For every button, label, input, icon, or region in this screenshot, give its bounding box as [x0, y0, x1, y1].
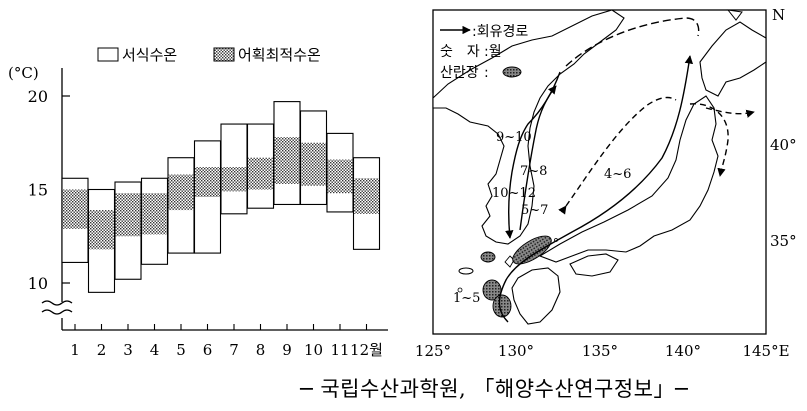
y-ticks: 10 15 20: [28, 87, 70, 293]
optimal-bar-3: [115, 193, 141, 237]
optimal-bar-11: [327, 159, 353, 194]
route-label-1-5: 1~5: [453, 291, 480, 306]
jeju-island: [458, 267, 474, 275]
x-tick-label-11: 11: [330, 341, 349, 359]
optimal-bar-5: [168, 174, 194, 211]
x-tick-label-2: 2: [97, 341, 107, 359]
migration-routes: [498, 17, 755, 323]
temperature-chart: 서식수온 어획최적수온 (°C) 10 15 20 1 2 3 4 5 6 7 8 9 10 11 12월: [8, 46, 388, 359]
bars: [61, 101, 381, 293]
route-label-10-12: 10~12: [492, 186, 536, 201]
route-label-4-6: 4~6: [604, 167, 631, 182]
x-tick-label-5: 5: [176, 341, 186, 359]
legend-swatch-optimal: [213, 47, 235, 62]
route-label-7-8: 7~8: [520, 164, 547, 179]
route-mid-dashed: [558, 96, 677, 215]
lon-tick-135: 135°: [582, 342, 618, 360]
axis-break-mark: [41, 300, 73, 315]
legend-spawning-swatch: [502, 66, 522, 78]
legend-spawning-key: 산란장: [440, 65, 479, 81]
lon-tick-125: 125°: [415, 342, 451, 360]
y-tick-label-20: 20: [28, 87, 48, 106]
lon-tick-130: 130°: [498, 342, 534, 360]
lat-tick-40: 40°: [770, 136, 797, 154]
optimal-bar-10: [301, 142, 326, 186]
route-upper-dashed: [565, 17, 700, 67]
optimal-bar-12: [354, 178, 379, 214]
kyushu: [511, 267, 561, 325]
lon-tick-140: 140°: [665, 342, 701, 360]
x-tick-label-12: 12월: [350, 341, 383, 359]
map-lon-ticks: 125° 130° 135° 140° 145°E: [415, 342, 790, 360]
lon-tick-145: 145°E: [742, 342, 789, 360]
x-tick-label-9: 9: [282, 341, 292, 359]
route-pacific-dashed: [689, 103, 729, 177]
optimal-bar-9: [274, 137, 300, 184]
optimal-bar-8: [248, 157, 273, 190]
lat-tick-35: 35°: [770, 232, 797, 250]
hokkaido: [699, 21, 767, 97]
spawning-ground-3: [482, 279, 502, 301]
optimal-bar-7: [221, 167, 247, 192]
x-tick-label-6: 6: [203, 341, 213, 359]
route-label-9-10: 9~10: [496, 130, 532, 145]
x-tick-label-7: 7: [229, 341, 239, 359]
legend-number-key: 숫 자: [440, 44, 480, 60]
habitat-bar-6: [193, 140, 222, 254]
legend-route-label: :회유경로: [472, 24, 528, 40]
korean-peninsula: [432, 9, 625, 245]
chart-legend: 서식수온 어획최적수온: [97, 46, 321, 64]
map-legend: :회유경로 숫 자 :월 산란장 :: [440, 24, 528, 81]
island-dot-1: [457, 287, 463, 293]
route-labels: 9~10 7~8 10~12 5~7 4~6 1~5: [453, 130, 631, 306]
x-tick-label-4: 4: [150, 341, 160, 359]
spawning-ground-2: [480, 251, 496, 263]
optimal-bar-1: [62, 189, 88, 229]
legend-number-value: :월: [484, 44, 502, 60]
optimal-bar-6: [195, 167, 220, 197]
x-tick-label-1: 1: [70, 341, 80, 359]
spawning-ground-1: [512, 235, 552, 265]
map-lat-ticks: N 40° 35°: [770, 6, 797, 250]
honshu: [538, 95, 719, 263]
lat-tick-n: N: [772, 6, 785, 24]
y-axis-unit: (°C): [8, 64, 39, 82]
optimal-bar-4: [142, 193, 167, 235]
x-tick-label-3: 3: [123, 341, 133, 359]
legend-label-optimal: 어획최적수온: [238, 46, 321, 64]
route-south-to-north: [498, 55, 694, 323]
shikoku: [569, 253, 619, 277]
x-ticks: 1 2 3 4 5 6 7 8 9 10 11 12월: [70, 324, 383, 359]
route-east-dashed: [705, 107, 755, 118]
spawning-ground-4: [492, 294, 512, 318]
legend-swatch-habitat: [97, 47, 119, 62]
x-tick-label-8: 8: [256, 341, 266, 359]
sakhalin: [726, 9, 743, 21]
migration-map: :회유경로 숫 자 :월 산란장 : 9~10 7~8 10~12 5~7 4~…: [415, 6, 797, 360]
route-label-5-7: 5~7: [521, 203, 548, 218]
legend-spawning-value: :: [484, 65, 489, 81]
spawning-grounds: [480, 235, 552, 318]
optimal-bar-2: [89, 210, 114, 250]
y-tick-label-10: 10: [28, 274, 48, 293]
y-tick-label-15: 15: [28, 181, 48, 200]
x-tick-label-10: 10: [304, 341, 323, 359]
route-west-coast-north: [519, 85, 557, 231]
source-citation: ─ 국립수산과학원, 「해양수산연구정보」─: [300, 377, 689, 401]
legend-label-habitat: 서식수온: [122, 46, 177, 64]
